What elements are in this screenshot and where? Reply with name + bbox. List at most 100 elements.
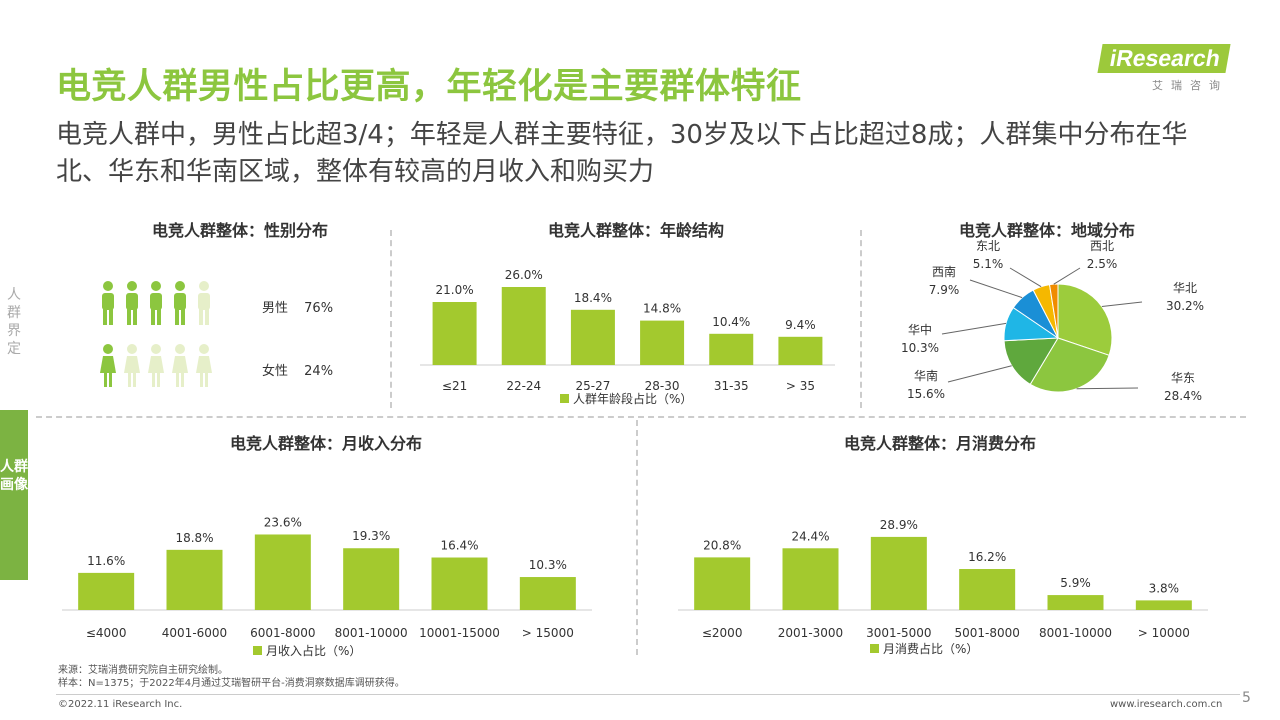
tick-label: 22-24 [506,379,541,393]
legend-label: 月消费占比（%） [883,641,978,656]
slice-name-label: 东北 [976,239,1000,253]
leader-line [1076,387,1139,390]
divider-v2 [860,230,862,408]
region-panel-title: 电竞人群整体：地域分布 [958,221,1135,240]
female-share: 女性 24% [262,360,333,379]
tick-label: 4001-6000 [162,626,227,640]
tick-label: ≤4000 [86,626,127,640]
slice-name-label: 西南 [932,264,956,279]
bar [519,577,576,610]
data-label: 20.8% [703,538,741,552]
age-bar-chart: 21.0% ≤21 26.0% 22-24 18.4% 25-27 14.8% 28-30 10… [420,268,835,406]
legend-swatch [560,394,569,403]
iresearch-logo: iResearch 艾瑞咨询 [1097,44,1231,93]
income-bar-chart: 11.6% ≤4000 18.8% 4001-6000 23.6% 6001-8000 19… [62,515,592,658]
spend-bar-chart: 20.8% ≤2000 24.4% 2001-3000 28.9% 3001-5000 16… [678,518,1208,656]
data-label: 16.2% [968,550,1006,564]
tick-label: 8001-10000 [335,626,408,640]
pie-slice-3 [1003,337,1059,385]
footer-website[interactable]: www.iresearch.com.cn [1110,699,1223,710]
tick-label: 2001-3000 [778,626,843,640]
data-label: 18.8% [175,531,213,545]
female-value: 24% [304,364,334,379]
male-icons [102,281,210,325]
divider-v1 [390,230,392,408]
tick-label: 5001-8000 [954,626,1019,640]
bar [778,336,823,365]
logo-subtext: 艾瑞咨询 [1152,79,1228,92]
data-label: 9.4% [785,318,816,332]
leader-line [1101,301,1143,308]
bar [694,557,751,610]
leader-line [969,279,1023,299]
data-label: 10.4% [712,315,750,329]
data-label: 11.6% [87,554,125,568]
tick-label: > 35 [786,379,815,393]
tick-label: 6001-8000 [250,626,315,640]
page-number: 5 [1242,690,1251,706]
data-label: 3.8% [1149,581,1180,595]
female-person-icon [124,344,140,387]
male-person-icon [198,281,210,325]
male-person-icon [150,281,162,325]
bar [431,557,488,610]
divider-v3 [636,420,638,655]
female-person-icon [148,344,164,387]
bar [166,549,223,610]
footer-source: 来源：艾瑞消费研究院自主研究绘制。 [58,665,228,676]
slice-value-label: 28.4% [1164,389,1202,403]
data-label: 21.0% [436,283,474,297]
tick-label: ≤21 [442,379,467,393]
footer-copyright: ©2022.11 iResearch Inc. [58,699,183,710]
slice-name-label: 华北 [1173,281,1197,295]
logo-text: iResearch [1097,44,1231,73]
male-share: 男性 76% [262,297,333,316]
legend-swatch [870,644,879,653]
data-label: 10.3% [529,558,567,572]
slice-value-label: 15.6% [907,387,945,401]
female-person-icon [196,344,212,387]
slice-name-label: 华东 [1171,371,1195,385]
bar [709,333,754,365]
data-label: 14.8% [643,302,681,316]
page-subtitle: 电竞人群中，男性占比超3/4；年轻是人群主要特征，30岁及以下占比超过8成；人群… [56,120,1188,187]
bar [640,320,685,365]
data-label: 23.6% [264,515,302,529]
gender-panel-title: 电竞人群整体：性别分布 [151,221,328,240]
male-person-icon [174,281,186,325]
male-person-icon [102,281,114,325]
pie-slice-1 [1057,283,1113,356]
bar [432,302,477,365]
male-person-icon [126,281,138,325]
slice-name-label: 西北 [1090,239,1114,253]
bar [78,572,135,610]
page-title: 电竞人群男性占比更高，年轻化是主要群体特征 [56,67,802,107]
female-label: 女性 [262,364,289,379]
slice-value-label: 5.1% [973,257,1004,271]
bar [870,536,927,610]
income-panel-title: 电竞人群整体：月收入分布 [229,434,422,453]
leader-line [1009,267,1042,288]
slice-name-label: 华中 [908,322,932,337]
female-icons [100,344,212,387]
tick-label: 3001-5000 [866,626,931,640]
slice-value-label: 2.5% [1087,257,1118,271]
tick-label: > 15000 [522,626,574,640]
footer-rule [56,694,1240,695]
tick-label: 25-27 [575,379,610,393]
leader-line [947,365,1012,383]
female-person-icon [172,344,188,387]
slice-name-label: 华南 [914,368,938,383]
data-label: 28.9% [880,518,918,532]
age-panel-title: 电竞人群整体：年龄结构 [547,221,724,240]
legend-swatch [253,646,262,655]
side-tab-portrait[interactable]: 人群画像 [0,410,28,580]
side-tab-definition[interactable]: 人群界定 [7,287,21,357]
data-label: 19.3% [352,529,390,543]
male-label: 男性 [262,301,289,316]
tick-label: 31-35 [714,379,749,393]
tick-label: 8001-10000 [1039,626,1112,640]
male-value: 76% [304,301,334,316]
slice-value-label: 10.3% [901,341,939,355]
footer-sample: 样本：N=1375；于2022年4月通过艾瑞智研平台-消费洞察数据库调研获得。 [58,678,405,689]
